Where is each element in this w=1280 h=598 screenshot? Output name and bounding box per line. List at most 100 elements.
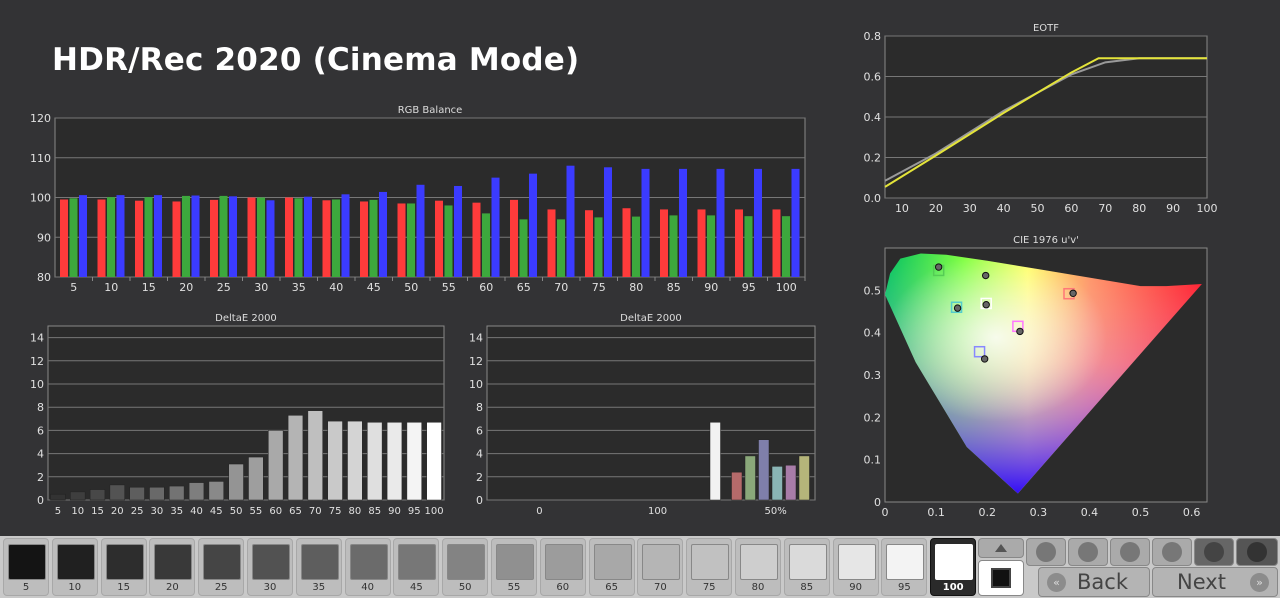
bar <box>771 466 783 501</box>
swatch-label: 55 <box>507 582 521 593</box>
x-tick-label: 45 <box>210 506 223 517</box>
pattern-swatch-100[interactable]: 100 <box>930 538 977 596</box>
bar <box>594 217 603 277</box>
pattern-swatch-75[interactable]: 75 <box>686 538 733 596</box>
bar <box>341 194 350 277</box>
bar <box>510 199 518 277</box>
x-tick-label: 70 <box>1098 202 1112 215</box>
loop-button[interactable] <box>1152 538 1192 566</box>
y-tick-label: 8 <box>37 401 44 414</box>
pattern-swatch-25[interactable]: 25 <box>198 538 245 596</box>
swatch-label: 15 <box>117 582 130 593</box>
x-tick-label: 55 <box>442 281 456 294</box>
pattern-swatch-20[interactable]: 20 <box>149 538 196 596</box>
bar <box>287 415 304 501</box>
x-tick-label: 60 <box>269 506 282 517</box>
swatch-chip <box>203 544 242 580</box>
measured-point <box>934 263 943 271</box>
pattern-swatch-65[interactable]: 65 <box>588 538 635 596</box>
pattern-swatch-15[interactable]: 15 <box>100 538 147 596</box>
bar <box>60 199 68 277</box>
pattern-swatch-50[interactable]: 50 <box>442 538 489 596</box>
pattern-swatch-70[interactable]: 70 <box>637 538 684 596</box>
bar <box>360 201 368 277</box>
y-tick-label: 12 <box>30 355 44 368</box>
swatch-chip <box>252 544 290 580</box>
y-tick-label: 14 <box>469 332 483 345</box>
next-button[interactable]: » Next <box>1152 567 1278 597</box>
swatch-chip <box>154 544 193 580</box>
eject-button[interactable] <box>978 538 1024 558</box>
target-marker <box>980 297 992 310</box>
x-tick-label: 90 <box>1166 202 1180 215</box>
bar <box>107 197 115 277</box>
pattern-swatch-60[interactable]: 60 <box>539 538 586 596</box>
measured-point <box>982 301 990 309</box>
bar <box>109 484 125 501</box>
bar <box>229 196 237 277</box>
play-button[interactable] <box>1068 538 1108 566</box>
swatch-label: 70 <box>654 582 667 593</box>
pattern-swatch-5[interactable]: 5 <box>3 538 49 596</box>
x-tick-label: 95 <box>742 281 756 294</box>
y-tick-label: 6 <box>476 424 483 437</box>
bar <box>188 482 205 501</box>
x-tick-label: 0 <box>882 506 889 519</box>
cie-1976-chart: CIE 1976 u'v' 0 0.1 0.2 0.3 0.4 0.5 0 0.1 0.2 0.3 0… <box>864 235 1208 519</box>
x-tick-label: 50 <box>404 281 418 294</box>
x-tick-label: 0.1 <box>927 506 945 519</box>
bar <box>386 422 403 501</box>
target-marker <box>973 345 986 358</box>
bar <box>744 455 756 501</box>
x-tick-label: 0.5 <box>1132 506 1150 519</box>
deltae-color-chart: DeltaE 2000 0 2 4 6 8 10 12 14 0 100 50% <box>469 313 816 517</box>
pattern-swatch-95[interactable]: 95 <box>881 538 928 596</box>
bar <box>641 168 650 277</box>
y-tick-label: 0.2 <box>864 411 882 424</box>
deltae-color-title: DeltaE 2000 <box>620 313 682 324</box>
pattern-swatch-85[interactable]: 85 <box>783 538 830 596</box>
bar <box>472 202 481 277</box>
bar <box>416 184 425 277</box>
bar <box>228 463 244 501</box>
pattern-swatch-90[interactable]: 90 <box>832 538 879 596</box>
pattern-swatch-35[interactable]: 35 <box>295 538 342 596</box>
x-tick-label: 80 <box>629 281 643 294</box>
y-tick-label: 14 <box>30 332 44 345</box>
cie-title: CIE 1976 u'v' <box>1013 235 1079 246</box>
deltae-grayscale-chart: DeltaE 2000 0 2 4 6 8 10 12 14 5 10 15 20 25 30 35 40 45 5… <box>30 313 445 517</box>
pattern-swatch-80[interactable]: 80 <box>735 538 781 596</box>
swatch-label: 30 <box>263 582 277 593</box>
bar <box>482 213 490 277</box>
bar <box>367 422 383 501</box>
record-button[interactable] <box>1236 538 1278 566</box>
bar <box>754 168 762 277</box>
swatch-chip <box>496 544 534 580</box>
bar <box>379 191 387 277</box>
x-tick-label: 50 <box>1031 202 1045 215</box>
swatch-label: 80 <box>751 582 765 593</box>
bar <box>248 456 264 501</box>
pattern-swatch-40[interactable]: 40 <box>344 538 391 596</box>
y-tick-label: 0.2 <box>864 152 882 165</box>
bar <box>547 209 556 277</box>
refresh-button[interactable] <box>1194 538 1234 566</box>
x-tick-label: 5 <box>70 281 77 294</box>
pattern-swatch-30[interactable]: 30 <box>247 538 293 596</box>
stop-pattern-button[interactable] <box>978 560 1024 596</box>
back-button[interactable]: « Back <box>1038 567 1150 597</box>
pattern-swatch-45[interactable]: 45 <box>393 538 440 596</box>
bar <box>154 195 162 277</box>
deltae-grayscale-title: DeltaE 2000 <box>215 313 277 324</box>
bar <box>369 199 378 277</box>
x-tick-label: 15 <box>142 281 156 294</box>
frame-button[interactable] <box>1110 538 1150 566</box>
pattern-swatch-55[interactable]: 55 <box>491 538 537 596</box>
swatch-label: 5 <box>22 582 30 593</box>
x-tick-label: 20 <box>111 506 124 517</box>
stop-button[interactable] <box>1026 538 1066 566</box>
x-tick-label: 100 <box>648 506 667 517</box>
bar <box>709 422 721 501</box>
bar <box>149 486 165 501</box>
pattern-swatch-10[interactable]: 10 <box>51 538 98 596</box>
